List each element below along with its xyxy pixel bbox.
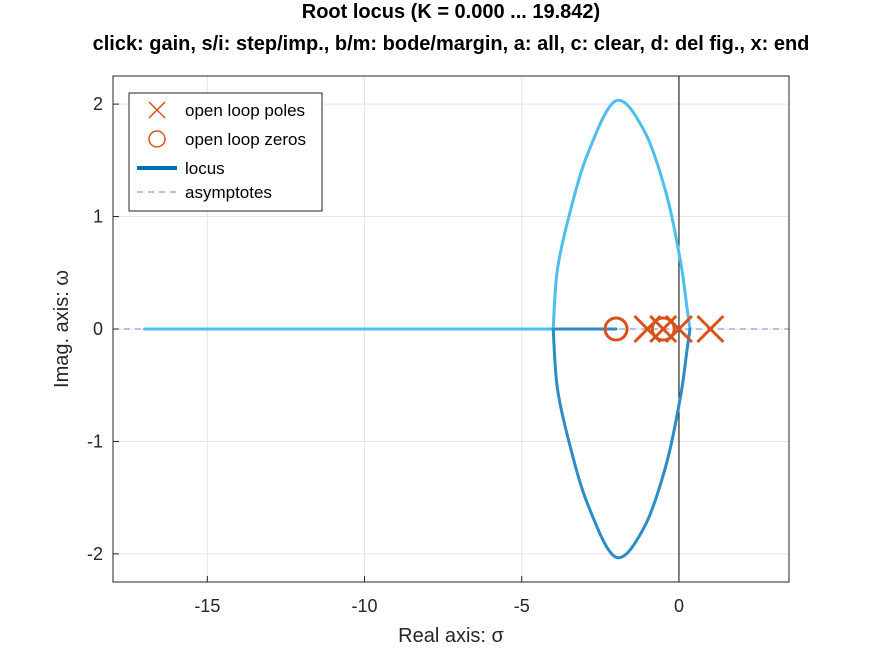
- legend-item-poles[interactable]: open loop poles: [148, 101, 305, 120]
- x-tick-label: -10: [352, 596, 378, 616]
- legend-label: asymptotes: [185, 183, 272, 202]
- y-axis-label: Imag. axis: ω: [51, 270, 73, 388]
- chart-subtitle: click: gain, s/i: step/imp., b/m: bode/m…: [93, 33, 810, 55]
- legend-label: locus: [185, 159, 225, 178]
- locus-branch[interactable]: [551, 327, 692, 560]
- legend[interactable]: open loop poles open loop zeros locus asymp…: [128, 92, 323, 212]
- chart-title: Root locus (K = 0.000 ... 19.842): [302, 1, 600, 23]
- legend-item-zeros[interactable]: open loop zeros: [148, 130, 306, 149]
- open-loop-markers[interactable]: [603, 314, 725, 344]
- legend-zero-icon: [148, 130, 166, 148]
- legend-item-locus[interactable]: locus: [137, 159, 225, 178]
- legend-item-asymptotes[interactable]: asymptotes: [137, 183, 272, 202]
- x-tick-label: 0: [674, 596, 684, 616]
- locus-branch[interactable]: [551, 98, 692, 331]
- legend-pole-icon: [148, 101, 166, 119]
- legend-label: open loop zeros: [185, 130, 306, 149]
- pole-cross: [696, 314, 725, 344]
- zero-marker[interactable]: [650, 316, 676, 342]
- y-tick-label: 0: [93, 319, 103, 339]
- y-tick-label: -2: [87, 544, 103, 564]
- x-tick-label: -5: [514, 596, 530, 616]
- x-axis-label: Real axis: σ: [398, 625, 504, 647]
- y-tick-label: 2: [93, 94, 103, 114]
- y-tick-label: 1: [93, 207, 103, 227]
- y-tick-label: -1: [87, 431, 103, 451]
- x-tick-label: -15: [194, 596, 220, 616]
- legend-box: [128, 92, 323, 212]
- legend-label: open loop poles: [185, 101, 305, 120]
- zero-marker[interactable]: [603, 316, 629, 342]
- pole-marker[interactable]: [696, 314, 725, 344]
